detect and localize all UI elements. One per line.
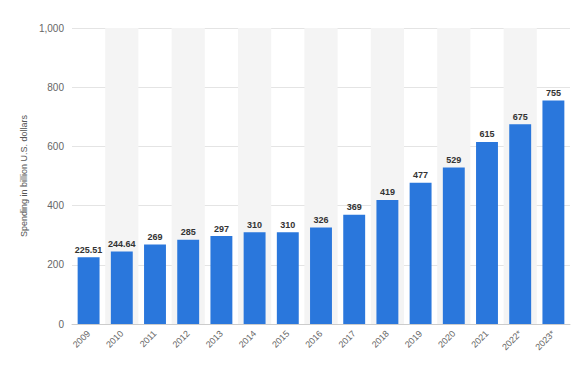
svg-text:419: 419 <box>380 187 395 197</box>
svg-text:2018: 2018 <box>370 328 391 349</box>
svg-text:310: 310 <box>247 220 262 230</box>
svg-text:1,000: 1,000 <box>39 23 64 34</box>
svg-text:369: 369 <box>347 202 362 212</box>
svg-text:2020: 2020 <box>436 328 457 349</box>
svg-text:2011: 2011 <box>138 328 159 349</box>
svg-text:285: 285 <box>181 227 196 237</box>
svg-text:2012: 2012 <box>171 328 192 349</box>
svg-text:2022*: 2022* <box>500 328 524 352</box>
svg-text:600: 600 <box>47 141 64 152</box>
svg-text:675: 675 <box>513 112 528 122</box>
svg-text:269: 269 <box>147 232 162 242</box>
svg-text:Spending in billion U.S. dolla: Spending in billion U.S. dollars <box>19 114 29 237</box>
svg-text:615: 615 <box>479 129 494 139</box>
svg-text:2014: 2014 <box>237 328 258 349</box>
svg-text:755: 755 <box>546 88 561 98</box>
svg-text:225.51: 225.51 <box>75 245 103 255</box>
svg-text:244.64: 244.64 <box>108 239 136 249</box>
svg-text:200: 200 <box>47 259 64 270</box>
svg-text:2009: 2009 <box>71 328 92 349</box>
svg-text:400: 400 <box>47 200 64 211</box>
svg-text:2015: 2015 <box>270 328 291 349</box>
svg-text:297: 297 <box>214 224 229 234</box>
svg-text:0: 0 <box>58 319 64 330</box>
svg-text:2016: 2016 <box>303 328 324 349</box>
svg-text:2013: 2013 <box>204 328 225 349</box>
svg-text:529: 529 <box>446 155 461 165</box>
svg-text:800: 800 <box>47 82 64 93</box>
svg-text:326: 326 <box>313 215 328 225</box>
svg-text:2010: 2010 <box>104 328 125 349</box>
svg-text:2019: 2019 <box>403 328 424 349</box>
svg-text:2017: 2017 <box>337 328 358 349</box>
svg-text:2021: 2021 <box>469 328 490 349</box>
svg-text:2023*: 2023* <box>533 328 557 352</box>
svg-text:477: 477 <box>413 170 428 180</box>
svg-text:310: 310 <box>280 220 295 230</box>
